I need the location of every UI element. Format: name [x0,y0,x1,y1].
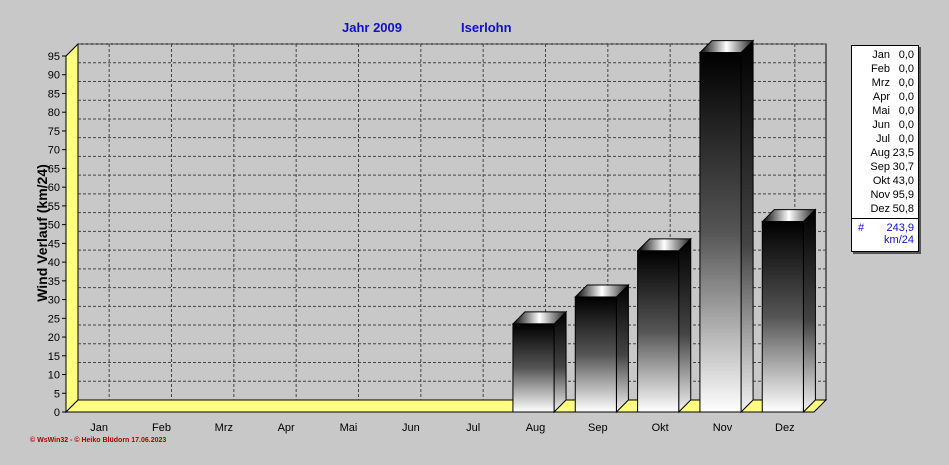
y-tick-label: 5 [54,388,60,400]
legend-row: Okt 43,0 [852,175,918,189]
y-tick-label: 95 [48,51,60,63]
legend-month: Mai [872,105,890,117]
y-tick-label: 70 [48,145,60,157]
x-tick-label: Jul [466,422,480,434]
legend-row: Mrz 0,0 [852,77,918,91]
y-tick-label: 85 [48,88,60,100]
bar-side [678,237,692,414]
chart-year-title: Jahr 2009 [342,20,402,35]
y-tick-label: 50 [48,220,60,232]
legend-month: Jun [872,119,890,131]
legend-month: Jul [875,133,890,145]
y-tick-label: 40 [48,257,60,269]
legend-row: Dez 50,8 [852,203,918,217]
y-tick-label: 35 [48,276,60,288]
x-tick-label: Jun [402,422,420,434]
legend-total-value: 243,9 [886,222,914,234]
legend-month: Okt [872,175,890,187]
y-tick-label: 90 [48,70,60,82]
y-tick-label: 0 [54,407,60,419]
x-tick-label: Mai [340,422,358,434]
legend-value: 0,0 [898,91,914,103]
legend-value: 0,0 [898,133,914,145]
y-tick-label: 55 [48,201,60,213]
legend-row: Mai 0,0 [852,105,918,119]
x-tick-label: Jan [90,422,108,434]
bar-sep [574,296,617,413]
y-tick-label: 20 [48,332,60,344]
legend-value: 30,7 [892,161,914,173]
legend-value: 0,0 [898,77,914,89]
bar-side [553,310,567,414]
legend-total-symbol: # [858,222,865,234]
legend-month: Apr [872,91,890,103]
x-tick-label: Feb [152,422,171,434]
legend-row: Sep 30,7 [852,161,918,175]
legend-month: Feb [871,63,890,75]
legend-row: Apr 0,0 [852,91,918,105]
legend-value: 0,0 [898,119,914,131]
legend-month: Dez [870,203,890,215]
legend-value: 43,0 [892,175,914,187]
y-tick-label: 60 [48,182,60,194]
y-tick-label: 15 [48,351,60,363]
legend-month: Sep [870,161,890,173]
x-tick-label: Aug [526,422,546,434]
legend-month: Aug [870,147,890,159]
legend-row: Feb 0,0 [852,63,918,77]
y-tick-label: 10 [48,370,60,382]
legend-panel: Jan 0,0 Feb 0,0 Mrz 0,0 Apr 0,0 Mai 0,0 Jun 0,0 Jul 0… [851,45,919,252]
legend-separator [852,218,918,219]
bar-side [615,283,629,414]
x-tick-label: Sep [588,422,608,434]
legend-row: Aug 23,5 [852,147,918,161]
bar-dez [761,221,804,413]
legend-value: 0,0 [898,105,914,117]
legend-month: Jan [872,49,890,61]
legend-row: Nov 95,9 [852,189,918,203]
y-tick-label: 75 [48,126,60,138]
bar-nov [699,52,742,413]
x-tick-label: Dez [775,422,795,434]
legend-value: 23,5 [892,147,914,159]
legend-value: 50,8 [892,203,914,215]
legend-row: Jul 0,0 [852,133,918,147]
y-tick-label: 80 [48,107,60,119]
y-tick-label: 30 [48,295,60,307]
x-tick-label: Apr [278,422,295,434]
y-tick-label: 25 [48,313,60,325]
legend-row: Jan 0,0 [852,49,918,63]
chart-location-title: Iserlohn [461,20,512,35]
y-tick-label: 45 [48,238,60,250]
legend-row: Jun 0,0 [852,119,918,133]
y-axis-label: Wind Verlauf (km/24) [34,164,50,302]
footer-credit: © WsWin32 - © Heiko Blüdorn 17.06.2023 [30,437,167,444]
y-tick-label: 65 [48,163,60,175]
legend-value: 0,0 [898,63,914,75]
legend-value: 95,9 [892,189,914,201]
x-tick-label: Okt [652,422,669,434]
bar-side [740,39,754,414]
legend-value: 0,0 [898,49,914,61]
bar-okt [637,250,680,413]
chart-left-wall [65,42,79,414]
legend-total-unit: km/24 [884,234,914,246]
legend-month: Mrz [871,77,890,89]
x-tick-label: Mrz [215,422,233,434]
legend-month: Nov [870,189,890,201]
x-tick-label: Nov [713,422,733,434]
bar-side [802,208,816,414]
bar-aug [512,323,555,413]
